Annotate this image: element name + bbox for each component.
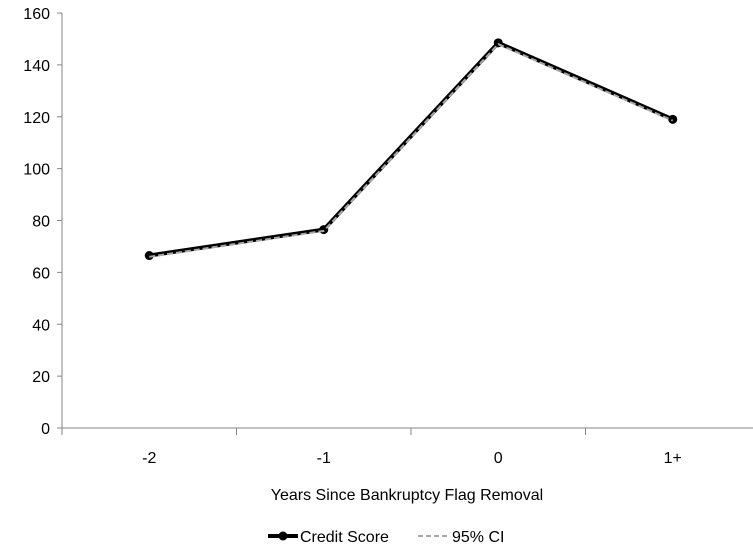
y-tick-label: 140 bbox=[23, 58, 50, 75]
x-tick-label: 0 bbox=[494, 450, 503, 467]
axes bbox=[61, 13, 753, 429]
y-tick-label: 40 bbox=[32, 317, 50, 334]
y-tick-label: 60 bbox=[32, 265, 50, 282]
y-tick-label: 120 bbox=[23, 110, 50, 127]
x-tick-label: -1 bbox=[317, 450, 331, 467]
legend-credit-score-marker bbox=[278, 531, 288, 541]
credit-score-point bbox=[144, 251, 154, 261]
credit-score-point bbox=[668, 114, 678, 124]
x-axis-title: Years Since Bankruptcy Flag Removal bbox=[271, 487, 543, 504]
y-tick-label: 160 bbox=[23, 6, 50, 23]
y-axis-ticks: 0 20 40 60 80 100 120 140 160 bbox=[23, 6, 62, 438]
y-tick-label: 0 bbox=[41, 421, 50, 438]
series-layer bbox=[144, 38, 678, 261]
y-tick-label: 100 bbox=[23, 162, 50, 179]
legend-credit-score-label: Credit Score bbox=[300, 529, 389, 546]
x-tick-label: -2 bbox=[142, 450, 156, 467]
y-tick-label: 20 bbox=[32, 369, 50, 386]
legend-item-95-ci: 95% CI bbox=[418, 529, 504, 546]
legend-95-ci-label: 95% CI bbox=[452, 529, 504, 546]
y-tick-label: 80 bbox=[32, 214, 50, 231]
series-credit-score-line bbox=[148, 40, 674, 258]
x-tick-label: 1+ bbox=[664, 450, 682, 467]
legend-item-credit-score: Credit Score bbox=[268, 529, 389, 546]
series-95-ci-line bbox=[149, 42, 674, 258]
x-axis-ticks: -2 -1 0 1+ bbox=[61, 428, 682, 467]
legend: Credit Score 95% CI bbox=[268, 529, 504, 546]
